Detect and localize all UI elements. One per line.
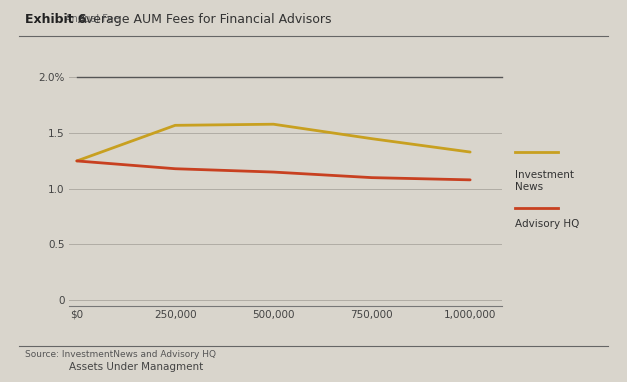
Text: Annual Fee: Annual Fee [65,14,119,24]
Text: Investment
News: Investment News [515,170,574,193]
Text: Source: InvestmentNews and Advisory HQ: Source: InvestmentNews and Advisory HQ [25,350,216,359]
Text: Exhibit 6: Exhibit 6 [25,13,87,26]
Text: Average AUM Fees for Financial Advisors: Average AUM Fees for Financial Advisors [70,13,332,26]
Text: Advisory HQ: Advisory HQ [515,219,579,228]
Text: Assets Under Managment: Assets Under Managment [69,362,203,372]
